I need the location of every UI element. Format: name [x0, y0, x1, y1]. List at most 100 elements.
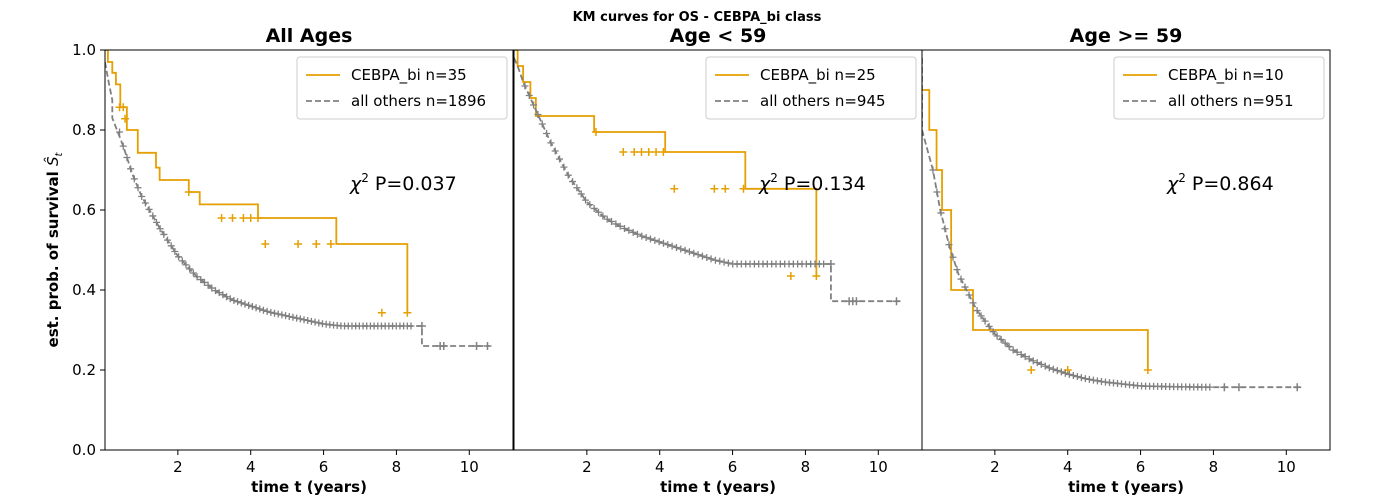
censor-mark	[239, 214, 248, 222]
censor-mark	[311, 318, 319, 326]
censor-mark	[997, 336, 1005, 344]
censor-mark	[1025, 355, 1033, 363]
censor-mark	[285, 312, 293, 320]
series-line-cebpa	[105, 50, 409, 313]
censor-mark	[167, 242, 175, 250]
censor-mark	[612, 220, 620, 228]
censor-mark	[289, 313, 297, 321]
censor-mark	[820, 260, 828, 268]
p-value-annotation: χ2 P=0.037	[349, 171, 457, 195]
legend-box	[705, 56, 917, 120]
censor-mark	[1049, 365, 1057, 373]
censor-mark	[534, 111, 542, 119]
censor-mark	[156, 225, 164, 233]
censor-mark	[659, 148, 668, 156]
x-tick-label: 2	[173, 458, 183, 476]
censor-mark	[312, 240, 321, 248]
censor-mark	[703, 253, 711, 261]
y-tick-label: 0.8	[72, 121, 96, 139]
censor-mark	[590, 204, 598, 212]
censor-mark	[315, 319, 323, 327]
censor-mark	[121, 114, 130, 123]
censor-mark	[403, 308, 412, 317]
censor-mark	[521, 82, 529, 90]
x-tick-label: 2	[582, 458, 592, 476]
censor-mark	[599, 212, 607, 220]
censor-mark	[1293, 383, 1302, 392]
legend-box	[296, 56, 508, 120]
censor-mark	[237, 299, 245, 307]
censor-mark	[929, 166, 937, 174]
censor-mark	[1029, 357, 1037, 365]
legend-label: all others n=1896	[351, 92, 486, 110]
censor-mark	[472, 342, 481, 350]
censor-mark	[608, 218, 616, 226]
censor-mark	[1085, 375, 1093, 383]
censor-mark	[127, 165, 135, 173]
x-tick-label: 6	[319, 458, 329, 476]
figure-title: KM curves for OS - CEBPA_bi class	[573, 10, 822, 25]
censor-mark	[560, 163, 568, 171]
censor-mark	[271, 309, 279, 317]
censor-mark	[852, 297, 861, 306]
censor-mark	[681, 246, 689, 254]
censor-mark	[208, 284, 216, 292]
censor-mark	[629, 228, 637, 236]
plot-area	[105, 50, 492, 350]
y-tick-label: 0.2	[72, 361, 96, 379]
censor-mark	[1234, 383, 1243, 392]
censor-mark	[189, 269, 197, 277]
legend-box	[1113, 56, 1325, 120]
censor-mark	[217, 214, 226, 222]
panels-group: All Ages time t (years) 2 4 6 8 10 0.0 0.2 0.4 0.6…	[72, 25, 1331, 496]
censor-mark	[670, 184, 679, 193]
censor-mark	[1077, 374, 1085, 382]
censor-mark	[263, 307, 271, 315]
censor-mark	[149, 212, 157, 220]
censor-mark	[1009, 346, 1017, 354]
censor-mark	[1041, 362, 1049, 370]
censor-mark	[1206, 383, 1214, 391]
censor-mark	[407, 322, 415, 330]
plot-area	[922, 58, 1302, 392]
panel-2: Age < 59 time t (years) 2 4 6 8 10 CEBPA_bi n=2…	[513, 25, 923, 496]
censor-mark	[1069, 371, 1077, 379]
censor-mark	[577, 190, 585, 198]
legend-label: CEBPA_bi n=25	[760, 66, 876, 85]
censor-mark	[981, 317, 989, 325]
axes-frame	[104, 49, 514, 451]
censor-mark	[278, 311, 286, 319]
censor-mark	[664, 241, 672, 249]
x-tick-label: 8	[801, 458, 811, 476]
censor-mark	[969, 299, 977, 307]
censor-mark	[977, 312, 985, 320]
censor-mark	[637, 148, 646, 156]
panel-3: Age >= 59 time t (years) 2 4 6 8 10 CEBPA_bi n=…	[921, 25, 1331, 496]
censor-mark	[246, 214, 255, 222]
censor-mark	[261, 240, 270, 248]
censor-mark	[204, 281, 212, 289]
censor-mark	[223, 293, 231, 301]
censor-mark	[525, 92, 533, 100]
censor-mark	[957, 275, 965, 283]
censor-mark	[1027, 366, 1036, 374]
y-tick-label: 0.0	[72, 441, 96, 459]
censor-mark	[668, 242, 676, 250]
x-tick-label: 4	[655, 458, 665, 476]
censor-mark	[282, 312, 290, 320]
censor-mark	[965, 291, 973, 299]
censor-mark	[1045, 364, 1053, 372]
censor-mark	[326, 240, 335, 248]
censor-mark	[659, 239, 667, 247]
x-tick-label: 8	[392, 458, 402, 476]
censor-mark	[226, 295, 234, 303]
censor-mark	[241, 300, 249, 308]
censor-mark	[1037, 360, 1045, 368]
censor-mark	[116, 128, 124, 136]
x-tick-label: 2	[990, 458, 1000, 476]
censor-mark	[119, 142, 127, 150]
censor-mark	[252, 304, 260, 312]
censor-mark	[296, 315, 304, 323]
censor-mark	[417, 322, 426, 330]
